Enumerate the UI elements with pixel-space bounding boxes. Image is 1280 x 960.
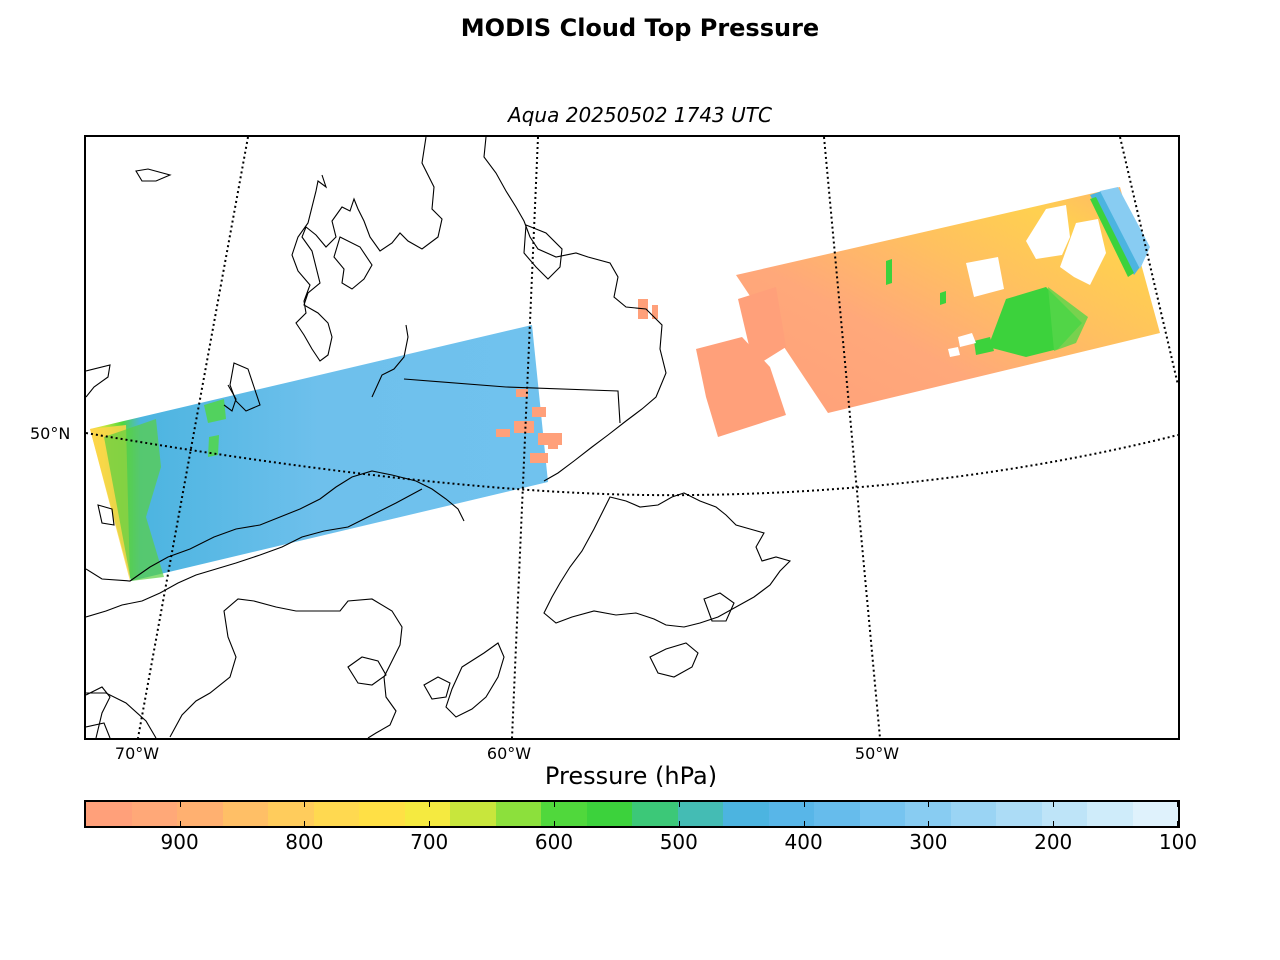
colorbar-segment: [996, 802, 1043, 826]
colorbar-segment: [495, 802, 542, 826]
colorbar-segment: [541, 802, 588, 826]
colorbar-tick: [179, 802, 181, 807]
colorbar-segment: [723, 802, 770, 826]
lon-label-50w: 50°W: [854, 744, 900, 763]
colorbar-segment: [1041, 802, 1088, 826]
colorbar-tick: [928, 802, 930, 807]
map-canvas: [86, 137, 1178, 738]
lon-label-60w: 60°W: [486, 744, 532, 763]
colorbar-segment: [313, 802, 360, 826]
colorbar-segment: [404, 802, 451, 826]
colorbar-tick: [803, 821, 805, 826]
colorbar-tick: [1177, 821, 1178, 826]
colorbar-tick: [1053, 802, 1055, 807]
colorbar-tick: [554, 802, 555, 807]
colorbar-segment: [1132, 802, 1178, 826]
colorbar-segment: [950, 802, 997, 826]
lon-label-70w: 70°W: [114, 744, 160, 763]
colorbar-tick: [1177, 802, 1178, 807]
colorbar-tick: [678, 821, 680, 826]
colorbar-tick: [304, 802, 306, 807]
colorbar-tick-label: 600: [534, 830, 574, 854]
map-panel[interactable]: [84, 135, 1180, 740]
colorbar-tick-label: 900: [160, 830, 199, 854]
colorbar-tick: [803, 802, 805, 807]
colorbar-segment: [131, 802, 178, 826]
colorbar-segment: [359, 802, 406, 826]
colorbar-segment: [632, 802, 679, 826]
colorbar-tick: [1053, 821, 1055, 826]
colorbar-segment: [905, 802, 952, 826]
colorbar: [84, 800, 1180, 828]
colorbar-title: Pressure (hPa): [544, 762, 718, 790]
colorbar-segment: [177, 802, 224, 826]
colorbar-segment: [586, 802, 633, 826]
colorbar-tick-label: 200: [1034, 830, 1073, 854]
colorbar-tick-label: 400: [784, 830, 823, 854]
colorbar-tick-label: 300: [909, 830, 948, 854]
colorbar-tick: [429, 802, 431, 807]
colorbar-tick: [179, 821, 181, 826]
colorbar-tick: [554, 821, 555, 826]
colorbar-tick-label: 700: [410, 830, 449, 854]
colorbar-segment: [268, 802, 315, 826]
colorbar-tick-label: 100: [1158, 830, 1198, 854]
colorbar-tick: [928, 821, 930, 826]
graticule: [86, 137, 1178, 738]
colorbar-segment: [814, 802, 861, 826]
colorbar-segment: [450, 802, 497, 826]
colorbar-tick: [304, 821, 306, 826]
colorbar-tick: [678, 802, 680, 807]
colorbar-segment: [859, 802, 906, 826]
lat-label-50n: 50°N: [30, 424, 71, 443]
colorbar-segment: [768, 802, 815, 826]
colorbar-tick-label: 500: [659, 830, 698, 854]
colorbar-segment: [1087, 802, 1134, 826]
figure-title: MODIS Cloud Top Pressure: [460, 14, 820, 42]
colorbar-tick: [429, 821, 431, 826]
colorbar-segment: [677, 802, 724, 826]
eastern-swath: [696, 187, 1160, 437]
coastlines: [86, 137, 792, 738]
colorbar-segment: [222, 802, 269, 826]
figure-subtitle: Aqua 20250502 1743 UTC: [508, 103, 772, 127]
colorbar-segment: [86, 802, 133, 826]
western-swath: [90, 325, 548, 581]
colorbar-tick-label: 800: [285, 830, 324, 854]
